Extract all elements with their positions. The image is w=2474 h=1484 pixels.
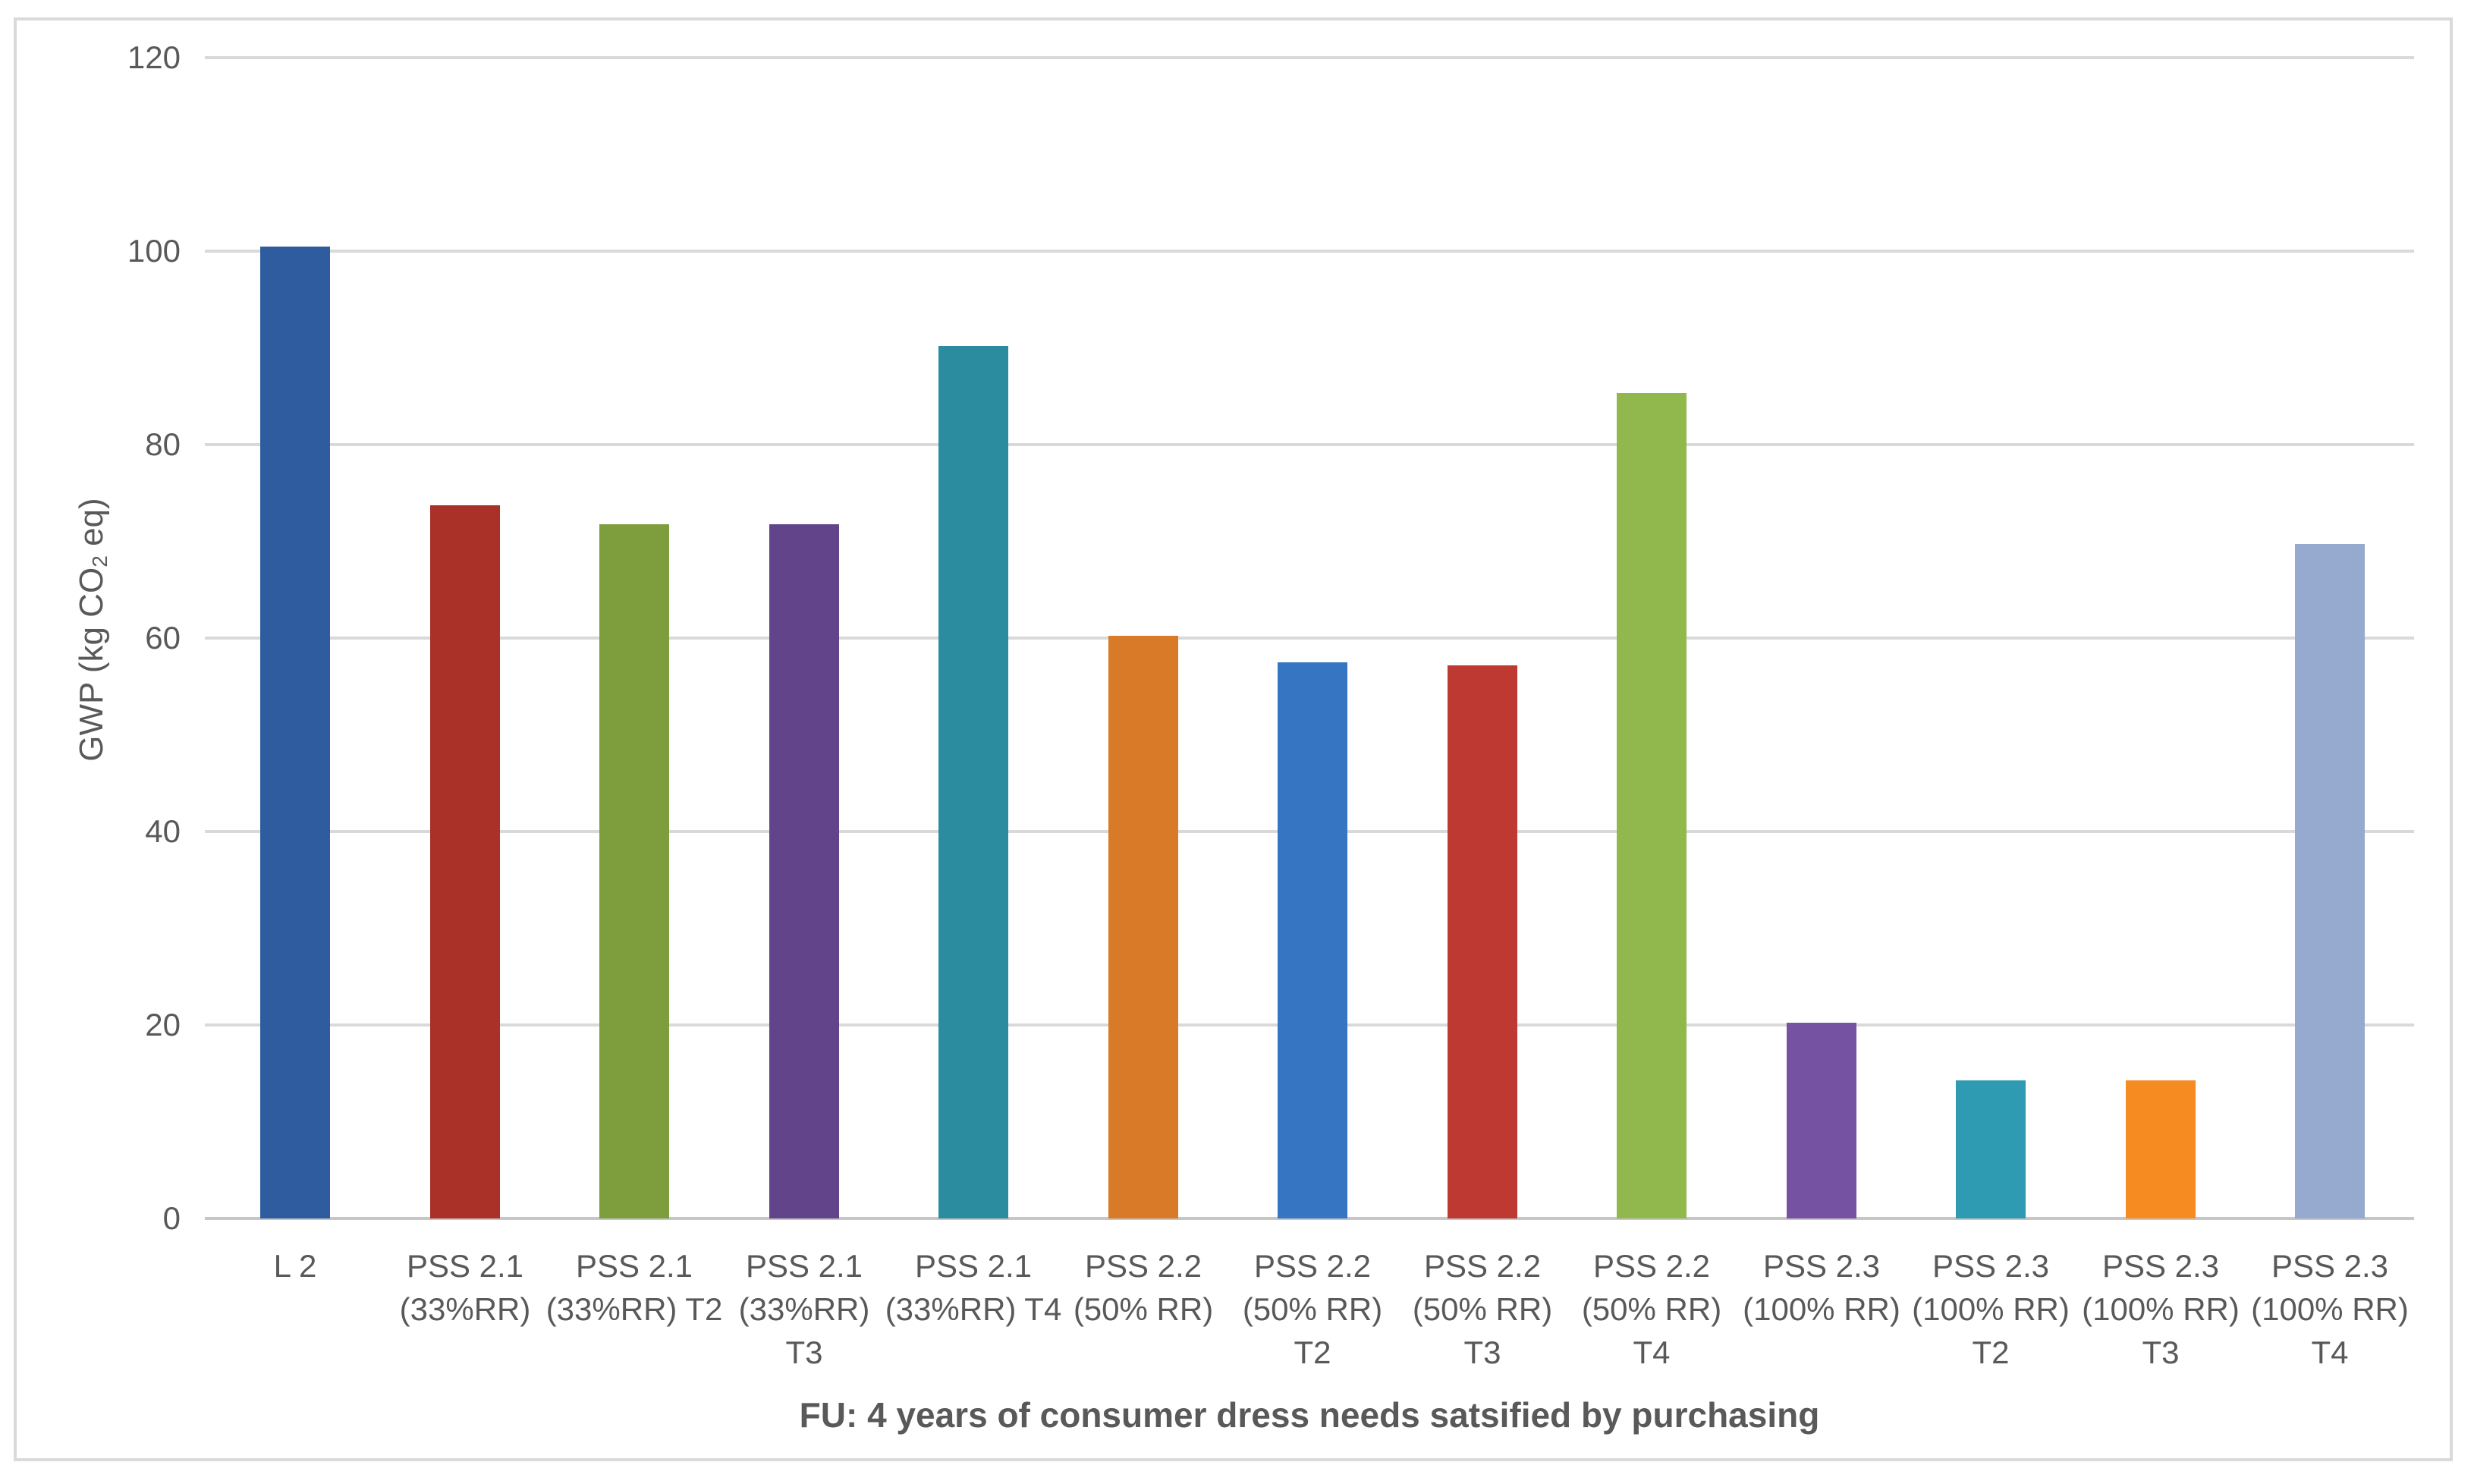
x-category-label: PSS 2.2 (50% RR) T4 xyxy=(1538,1244,1765,1374)
bar-pss-2.2-50-rr-t3 xyxy=(1448,665,1517,1218)
x-category-label-line: PSS 2.3 xyxy=(2101,1248,2220,1284)
chart-border xyxy=(14,17,2453,1461)
x-category-label-line: T4 xyxy=(2311,1335,2349,1370)
bar-pss-2.2-50-rr-t4 xyxy=(1617,393,1687,1218)
bar-pss-2.1-33-rr-t2 xyxy=(599,523,669,1218)
y-tick-label: 40 xyxy=(145,813,181,849)
x-category-label: PSS 2.3 (100% RR) T4 xyxy=(2216,1244,2444,1374)
x-axis-title: FU: 4 years of consumer dress needs sats… xyxy=(799,1395,1820,1435)
x-category-label-line: PSS 2.3 xyxy=(1932,1248,2050,1284)
x-category-label-line: L 2 xyxy=(273,1248,317,1284)
x-category-label-line: (33%RR) xyxy=(399,1291,531,1327)
x-category-label-line: T2 xyxy=(1972,1335,2010,1370)
gridline xyxy=(205,443,2414,446)
x-category-label-line: (50% RR) xyxy=(1581,1291,1722,1327)
x-category-label-line: PSS 2.2 xyxy=(1423,1248,1542,1284)
x-category-label-line: T3 xyxy=(785,1335,823,1370)
x-category-label-line: (33%RR) T4 xyxy=(885,1291,1062,1327)
x-category-label-line: PSS 2.2 xyxy=(1084,1248,1202,1284)
y-tick-label: 80 xyxy=(145,426,181,462)
gridline xyxy=(205,250,2414,253)
x-category-label-line: T4 xyxy=(1633,1335,1671,1370)
bar-pss-2.3-100-rr-t2 xyxy=(1956,1080,2026,1218)
x-category-label-line: T2 xyxy=(1294,1335,1331,1370)
x-category-label-line: PSS 2.3 xyxy=(1762,1248,1881,1284)
x-category-label-line: (100% RR) xyxy=(2251,1291,2409,1327)
x-category-label-line: (33%RR) T2 xyxy=(545,1291,723,1327)
bar-pss-2.2-50-rr-t2 xyxy=(1278,662,1347,1218)
bar-pss-2.3-100-rr- xyxy=(1787,1023,1856,1218)
bar-pss-2.2-50-rr- xyxy=(1108,636,1178,1218)
x-axis-line xyxy=(205,1217,2414,1220)
x-category-label: PSS 2.1 (33%RR) xyxy=(351,1244,579,1331)
x-category-label: PSS 2.2 (50% RR) xyxy=(1030,1244,1257,1331)
y-tick-label: 20 xyxy=(145,1007,181,1042)
x-category-label-line: PSS 2.1 xyxy=(575,1248,693,1284)
x-category-label-line: (50% RR) xyxy=(1412,1291,1553,1327)
x-category-label-line: T3 xyxy=(1463,1335,1501,1370)
y-tick-label: 0 xyxy=(162,1200,181,1236)
bar-pss-2.1-33-rr-t3 xyxy=(769,523,839,1218)
bar-pss-2.3-100-rr-t4 xyxy=(2295,544,2365,1218)
x-category-label-line: (100% RR) xyxy=(1743,1291,1900,1327)
x-category-label-line: (100% RR) xyxy=(2082,1291,2240,1327)
x-category-label: PSS 2.2 (50% RR) T3 xyxy=(1369,1244,1596,1374)
gridline xyxy=(205,56,2414,59)
x-category-label-line: (100% RR) xyxy=(1912,1291,2070,1327)
x-category-label: PSS 2.3 (100% RR) T3 xyxy=(2047,1244,2274,1374)
bar-pss-2.1-33-rr- xyxy=(430,505,500,1218)
x-category-label-line: PSS 2.1 xyxy=(914,1248,1033,1284)
x-category-label-line: PSS 2.1 xyxy=(406,1248,524,1284)
gridline xyxy=(205,637,2414,640)
y-tick-label: 60 xyxy=(145,620,181,656)
x-category-label-line: (50% RR) xyxy=(1073,1291,1214,1327)
y-tick-label: 100 xyxy=(127,233,181,269)
x-category-label-line: (33%RR) xyxy=(738,1291,870,1327)
x-category-label-line: PSS 2.2 xyxy=(1253,1248,1372,1284)
x-category-label-line: PSS 2.3 xyxy=(2271,1248,2389,1284)
x-category-label: PSS 2.1 (33%RR) T3 xyxy=(690,1244,918,1374)
x-category-label-line: PSS 2.1 xyxy=(745,1248,863,1284)
bar-l-2 xyxy=(260,246,330,1218)
bar-pss-2.1-33-rr-t4 xyxy=(938,345,1008,1218)
x-category-label: PSS 2.3 (100% RR) T2 xyxy=(1877,1244,2105,1374)
y-tick-label: 120 xyxy=(127,39,181,75)
bar-pss-2.3-100-rr-t3 xyxy=(2126,1080,2196,1218)
x-category-label-line: (50% RR) xyxy=(1242,1291,1383,1327)
x-category-label: PSS 2.2 (50% RR) T2 xyxy=(1199,1244,1426,1374)
x-category-label: PSS 2.3 (100% RR) xyxy=(1708,1244,1935,1331)
x-category-label: L 2 xyxy=(181,1244,409,1287)
x-category-label: PSS 2.1 (33%RR) T2 xyxy=(520,1244,748,1331)
x-category-label-line: T3 xyxy=(2142,1335,2180,1370)
x-category-label-line: PSS 2.2 xyxy=(1592,1248,1711,1284)
x-category-label: PSS 2.1 (33%RR) T4 xyxy=(860,1244,1087,1331)
